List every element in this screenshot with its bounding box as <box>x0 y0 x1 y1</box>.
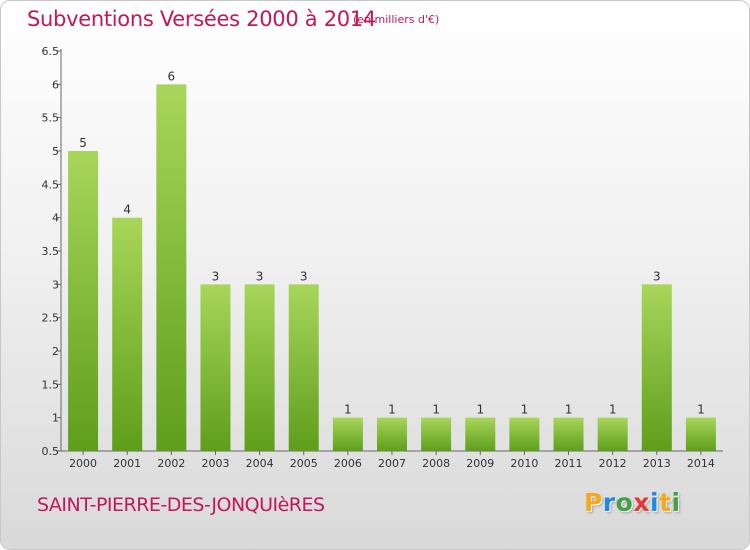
y-tick-label: 0.5 <box>42 445 60 458</box>
bar-value-label: 3 <box>212 269 220 283</box>
x-tick-label: 2005 <box>290 457 318 470</box>
logo-letter: i <box>671 488 681 517</box>
y-tick-label: 3.5 <box>42 245 60 258</box>
bar-value-label: 6 <box>168 69 176 83</box>
x-tick-label: 2012 <box>599 457 627 470</box>
logo-letter: t <box>659 488 672 517</box>
y-tick-label: 4 <box>52 212 59 225</box>
bar <box>112 217 143 451</box>
bar <box>641 284 672 451</box>
logo-letter: o <box>615 488 634 517</box>
logo-letter: r <box>602 488 616 517</box>
x-tick-label: 2004 <box>246 457 274 470</box>
y-tick-label: 5.5 <box>42 112 60 125</box>
logo-letter: P <box>584 488 603 517</box>
bar <box>597 417 628 451</box>
bar <box>553 417 584 451</box>
bar <box>288 284 319 451</box>
x-tick-label: 2010 <box>510 457 538 470</box>
bar <box>244 284 275 451</box>
bar <box>421 417 452 451</box>
logo-letter: i <box>650 488 660 517</box>
bar-value-label: 5 <box>79 136 87 150</box>
bar-value-label: 3 <box>256 269 264 283</box>
x-tick-label: 2009 <box>466 457 494 470</box>
bar-value-label: 1 <box>609 403 617 417</box>
bar-value-label: 1 <box>565 403 573 417</box>
y-tick-label: 6.5 <box>42 45 60 58</box>
bar-value-label: 1 <box>476 403 484 417</box>
x-tick-label: 2006 <box>334 457 362 470</box>
y-tick-label: 6 <box>52 78 59 91</box>
y-tick-label: 3 <box>52 278 59 291</box>
bar <box>685 417 716 451</box>
y-tick-label: 1.5 <box>42 378 60 391</box>
bar <box>68 151 99 451</box>
x-tick-label: 2014 <box>687 457 715 470</box>
bar-value-label: 3 <box>300 269 308 283</box>
y-tick-label: 2.5 <box>42 312 60 325</box>
bar-value-label: 3 <box>653 269 661 283</box>
x-tick-label: 2003 <box>201 457 229 470</box>
y-tick-label: 4.5 <box>42 178 60 191</box>
bar-value-label: 1 <box>697 403 705 417</box>
y-tick-label: 1 <box>52 412 59 425</box>
bar <box>377 417 407 451</box>
bar <box>465 417 496 451</box>
bar <box>156 84 187 451</box>
y-tick-label: 2 <box>52 345 59 358</box>
y-tick-label: 5 <box>52 145 59 158</box>
x-tick-label: 2002 <box>157 457 185 470</box>
bar-value-label: 1 <box>521 403 529 417</box>
x-tick-label: 2001 <box>113 457 141 470</box>
bar <box>200 284 231 451</box>
x-tick-label: 2011 <box>555 457 583 470</box>
bar-value-label: 1 <box>432 403 440 417</box>
bar-value-label: 4 <box>123 203 131 217</box>
x-tick-label: 2013 <box>643 457 671 470</box>
commune-name: SAINT-PIERRE-DES-JONQUIèRES <box>37 494 325 516</box>
bar-value-label: 1 <box>344 403 352 417</box>
x-tick-label: 2008 <box>422 457 450 470</box>
logo-letter: x <box>633 488 650 517</box>
bar-value-label: 1 <box>388 403 396 417</box>
proxiti-logo[interactable]: Proxiti <box>584 488 681 517</box>
bar <box>509 417 540 451</box>
chart-title: Subventions Versées 2000 à 2014 <box>27 7 376 31</box>
bar <box>332 417 363 451</box>
unit-note: (en milliers d'€) <box>353 13 440 26</box>
x-tick-label: 2007 <box>378 457 406 470</box>
x-tick-label: 2000 <box>69 457 97 470</box>
